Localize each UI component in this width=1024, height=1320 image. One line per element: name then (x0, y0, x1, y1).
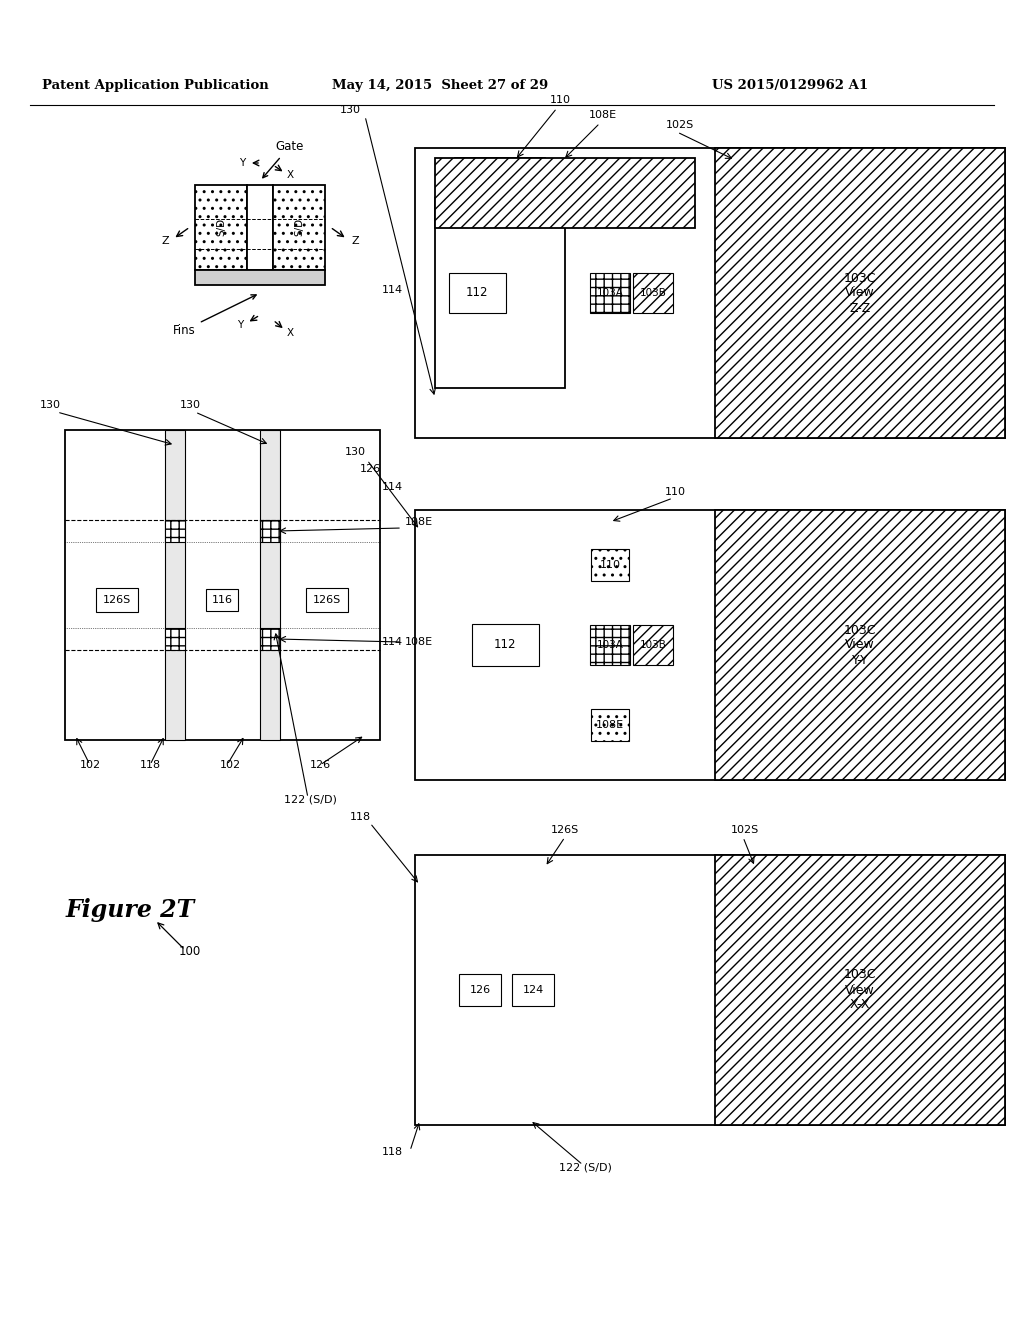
FancyBboxPatch shape (96, 587, 138, 612)
Text: 130: 130 (40, 400, 60, 411)
Text: 108E: 108E (596, 719, 624, 730)
FancyBboxPatch shape (590, 624, 630, 665)
Text: 110: 110 (550, 95, 570, 106)
Bar (195, 185, 247, 271)
Text: 122 (S/D): 122 (S/D) (558, 1162, 611, 1172)
Text: May 14, 2015  Sheet 27 of 29: May 14, 2015 Sheet 27 of 29 (332, 78, 548, 91)
Text: 124: 124 (522, 985, 544, 995)
Bar (455, 158, 545, 198)
Text: 102S: 102S (731, 825, 759, 836)
Text: 112: 112 (466, 286, 488, 300)
Bar (591, 549, 629, 581)
Text: 103A: 103A (597, 640, 624, 649)
Text: Y: Y (237, 319, 243, 330)
Bar (260, 520, 280, 543)
Text: 100: 100 (179, 945, 201, 958)
Text: 126: 126 (309, 760, 331, 770)
Text: 114: 114 (382, 638, 403, 647)
FancyBboxPatch shape (633, 624, 673, 665)
Text: 103C
View
Z-Z: 103C View Z-Z (844, 272, 877, 314)
Bar (195, 271, 325, 285)
Text: 122 (S/D): 122 (S/D) (284, 795, 337, 805)
Text: S/D: S/D (294, 218, 304, 236)
Text: 118: 118 (382, 1147, 403, 1158)
Bar (273, 185, 325, 271)
Bar (715, 510, 1005, 780)
Text: 103A: 103A (597, 288, 624, 298)
Text: US 2015/0129962 A1: US 2015/0129962 A1 (712, 78, 868, 91)
Text: Z: Z (161, 236, 169, 246)
Bar (591, 709, 629, 741)
Text: 130: 130 (340, 106, 360, 115)
FancyBboxPatch shape (449, 273, 506, 313)
FancyBboxPatch shape (633, 273, 673, 313)
Text: 130: 130 (344, 447, 366, 457)
Text: 103B: 103B (640, 288, 667, 298)
Text: 114: 114 (382, 285, 403, 294)
Text: 108E: 108E (406, 517, 433, 527)
Bar (415, 855, 1005, 1125)
Text: 112: 112 (494, 639, 516, 652)
Text: 108E: 108E (406, 638, 433, 647)
Text: 126S: 126S (102, 595, 131, 605)
Text: S/D: S/D (216, 218, 226, 236)
Text: X: X (287, 327, 294, 338)
FancyBboxPatch shape (590, 273, 630, 313)
FancyBboxPatch shape (206, 589, 238, 611)
Text: 126S: 126S (313, 595, 341, 605)
Text: Gate: Gate (263, 140, 303, 178)
Bar (715, 148, 1005, 438)
Text: 126S: 126S (551, 825, 580, 836)
Text: 110: 110 (665, 487, 685, 498)
Text: 108E: 108E (589, 110, 617, 120)
Bar (715, 855, 1005, 1125)
FancyBboxPatch shape (306, 587, 348, 612)
Bar (65, 430, 380, 741)
Bar (165, 430, 185, 741)
Bar (415, 148, 1005, 438)
Text: Z: Z (351, 236, 358, 246)
Text: 126: 126 (359, 465, 381, 474)
FancyBboxPatch shape (512, 974, 554, 1006)
Text: 102: 102 (219, 760, 241, 770)
Text: 118: 118 (349, 812, 371, 822)
Bar (435, 198, 565, 388)
Text: 126: 126 (469, 985, 490, 995)
Text: 130: 130 (179, 400, 201, 411)
Text: 103C
View
X-X: 103C View X-X (844, 969, 877, 1011)
Text: Y: Y (239, 158, 245, 168)
Text: 102S: 102S (666, 120, 694, 129)
Bar (260, 430, 280, 741)
Text: 103B: 103B (640, 640, 667, 649)
Bar (165, 520, 185, 543)
Bar (435, 158, 695, 228)
Bar (247, 185, 273, 271)
Bar (260, 628, 280, 649)
Text: Fins: Fins (173, 294, 256, 337)
Text: 102: 102 (80, 760, 100, 770)
Bar (165, 628, 185, 649)
Text: X: X (287, 170, 294, 180)
Text: 116: 116 (212, 595, 232, 605)
Text: 114: 114 (382, 482, 403, 492)
Text: 118: 118 (139, 760, 161, 770)
Text: 103C
View
Y-Y: 103C View Y-Y (844, 623, 877, 667)
FancyBboxPatch shape (459, 974, 501, 1006)
Bar (415, 510, 1005, 780)
Text: Patent Application Publication: Patent Application Publication (42, 78, 268, 91)
FancyBboxPatch shape (472, 624, 539, 667)
Text: 110: 110 (599, 560, 621, 570)
Text: Figure 2T: Figure 2T (66, 898, 195, 921)
